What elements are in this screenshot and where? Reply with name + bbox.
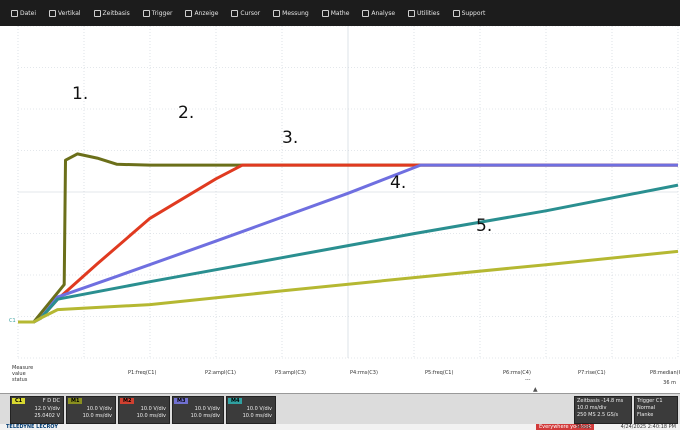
ground-marker: C1	[9, 318, 16, 324]
traces	[18, 152, 679, 324]
trigger-icon	[142, 9, 150, 17]
analysis-icon	[362, 9, 370, 17]
menu-item-cursor[interactable]: Cursor	[226, 8, 265, 19]
tools-icon	[408, 9, 416, 17]
measure-param-3[interactable]: P3:ampl(C3)	[275, 370, 306, 376]
tagline-badge: Everywhere you look	[536, 424, 595, 430]
channel-descriptor-m4[interactable]: M4 10.0 V/div 10.0 ms/div	[226, 396, 276, 424]
footer-bar: TELEDYNE LECROY Everywhere you look Stop…	[0, 424, 680, 430]
measure-param-7[interactable]: P7:rise(C1)	[578, 370, 606, 376]
menu-label: Analyse	[371, 9, 396, 17]
cursor-icon	[231, 9, 239, 17]
menu-item-timebase[interactable]: Zeitbasis	[89, 8, 135, 19]
trace-1	[18, 152, 678, 324]
measure-header: Measure	[12, 365, 34, 371]
menu-item-trigger[interactable]: Trigger	[138, 8, 178, 19]
menu-label: Mathe	[330, 9, 350, 17]
math-icon	[321, 9, 329, 17]
channel-tag: M4	[228, 398, 243, 404]
timebase-descriptor-line: Zeitbasis -14.8 ms	[577, 398, 624, 404]
menu-label: Zeitbasis	[102, 9, 130, 17]
menu-item-math[interactable]: Mathe	[317, 8, 355, 19]
measure-param-2[interactable]: P2:ampl(C1)	[205, 370, 236, 376]
channel-tag: C1	[12, 398, 26, 404]
channel-scale: 10.0 V/div	[194, 406, 220, 412]
trace-label-3: 3.	[282, 128, 298, 148]
menu-item-analysis[interactable]: Analyse	[357, 8, 400, 19]
measure-param-6[interactable]: P6:rms(C4)	[503, 370, 531, 376]
menu-label: Trigger	[151, 9, 173, 17]
acquisition-mode: Stopp	[576, 424, 591, 430]
trace-label-2: 2.	[178, 103, 194, 123]
trace-5	[18, 249, 679, 324]
trace-label-4: 4.	[390, 173, 406, 193]
channel-descriptor-m2[interactable]: M2 10.0 V/div 10.0 ms/div	[118, 396, 170, 424]
measure-param-4[interactable]: P4:rms(C3)	[350, 370, 378, 376]
display-icon	[185, 9, 193, 17]
brand-logo: TELEDYNE LECROY	[6, 424, 58, 430]
timebase-descriptor[interactable]: Zeitbasis -14.8 ms 10.0 ms/div 250 MS 2.5 …	[574, 396, 632, 424]
measure-icon	[273, 9, 281, 17]
p6-value: ---	[525, 377, 531, 383]
channel-coupling: F D DC	[42, 398, 60, 404]
channel-offset: 10.0 ms/div	[136, 413, 166, 419]
trace-label-1: 1.	[72, 84, 88, 104]
channel-tag: M1	[68, 398, 83, 404]
menu-label: Anzeige	[194, 9, 219, 17]
trigger-descriptor-line: Trigger C1	[637, 398, 663, 404]
vertical-icon	[49, 9, 57, 17]
menu-item-display[interactable]: Anzeige	[180, 8, 223, 19]
timestamp: 4/24/2025 2:40:18 PM	[620, 424, 676, 430]
trace-labels: 1. 2. 3. 4. 5.	[72, 84, 492, 236]
menu-item-measure[interactable]: Messung	[268, 8, 314, 19]
channel-offset: 10.0 ms/div	[242, 413, 272, 419]
p8-unit: 36 m	[663, 380, 676, 386]
menu-item-vertical[interactable]: Vertikal	[44, 8, 86, 19]
measure-param-5[interactable]: P5:freq(C1)	[425, 370, 454, 376]
measurement-table: Measure value status P1:freq(C1) P2:ampl(…	[0, 363, 680, 393]
menu-label: Vertikal	[58, 9, 81, 17]
folder-icon	[11, 9, 18, 17]
help-icon	[452, 9, 460, 17]
trigger-descriptor[interactable]: Trigger C1 Normal Flanke	[634, 396, 678, 424]
menu-label: Datei	[20, 9, 37, 17]
measure-param-8[interactable]: P8:median(C4)	[650, 370, 680, 376]
menu-item-tools[interactable]: Utilities	[403, 8, 445, 19]
channel-offset: 10.0 ms/div	[190, 413, 220, 419]
value-header: value	[12, 371, 26, 377]
channel-descriptor-c1[interactable]: C1 12.0 V/div 25.0402 V F D DC	[10, 396, 64, 424]
timebase-icon	[93, 9, 101, 17]
channel-offset: 10.0 ms/div	[82, 413, 112, 419]
menu-item-help[interactable]: Support	[448, 8, 491, 19]
menu-item-folder[interactable]: Datei	[6, 8, 41, 19]
timebase-descriptor-line: 10.0 ms/div	[577, 405, 607, 411]
channel-scale: 10.0 V/div	[86, 406, 112, 412]
menu-label: Utilities	[417, 9, 440, 17]
channel-tag: M3	[174, 398, 189, 404]
channel-scale: 10.0 V/div	[140, 406, 166, 412]
channel-scale: 10.0 V/div	[246, 406, 272, 412]
channel-tag: M2	[120, 398, 135, 404]
menu-bar: Datei Vertikal Zeitbasis Trigger Anzeige Curs…	[0, 0, 680, 26]
trace-label-5: 5.	[476, 216, 492, 236]
status-header: status	[12, 377, 28, 383]
timebase-descriptor-line: 250 MS 2.5 GS/s	[577, 412, 619, 418]
channel-scale: 12.0 V/div	[34, 406, 60, 412]
trigger-descriptor-line: Flanke	[637, 412, 654, 418]
channel-descriptor-m3[interactable]: M3 10.0 V/div 10.0 ms/div	[172, 396, 224, 424]
menu-label: Messung	[282, 9, 309, 17]
trigger-position-icon: ▲	[533, 386, 538, 393]
trigger-descriptor-line: Normal	[637, 405, 656, 411]
grid	[0, 26, 680, 361]
menu-label: Cursor	[240, 9, 261, 17]
channel-offset: 25.0402 V	[34, 413, 60, 419]
menu-label: Support	[461, 9, 486, 17]
oscilloscope-display: 1. 2. 3. 4. 5. C1	[0, 26, 680, 361]
measure-param-1[interactable]: P1:freq(C1)	[128, 370, 157, 376]
channel-descriptor-m1[interactable]: M1 10.0 V/div 10.0 ms/div	[66, 396, 116, 424]
